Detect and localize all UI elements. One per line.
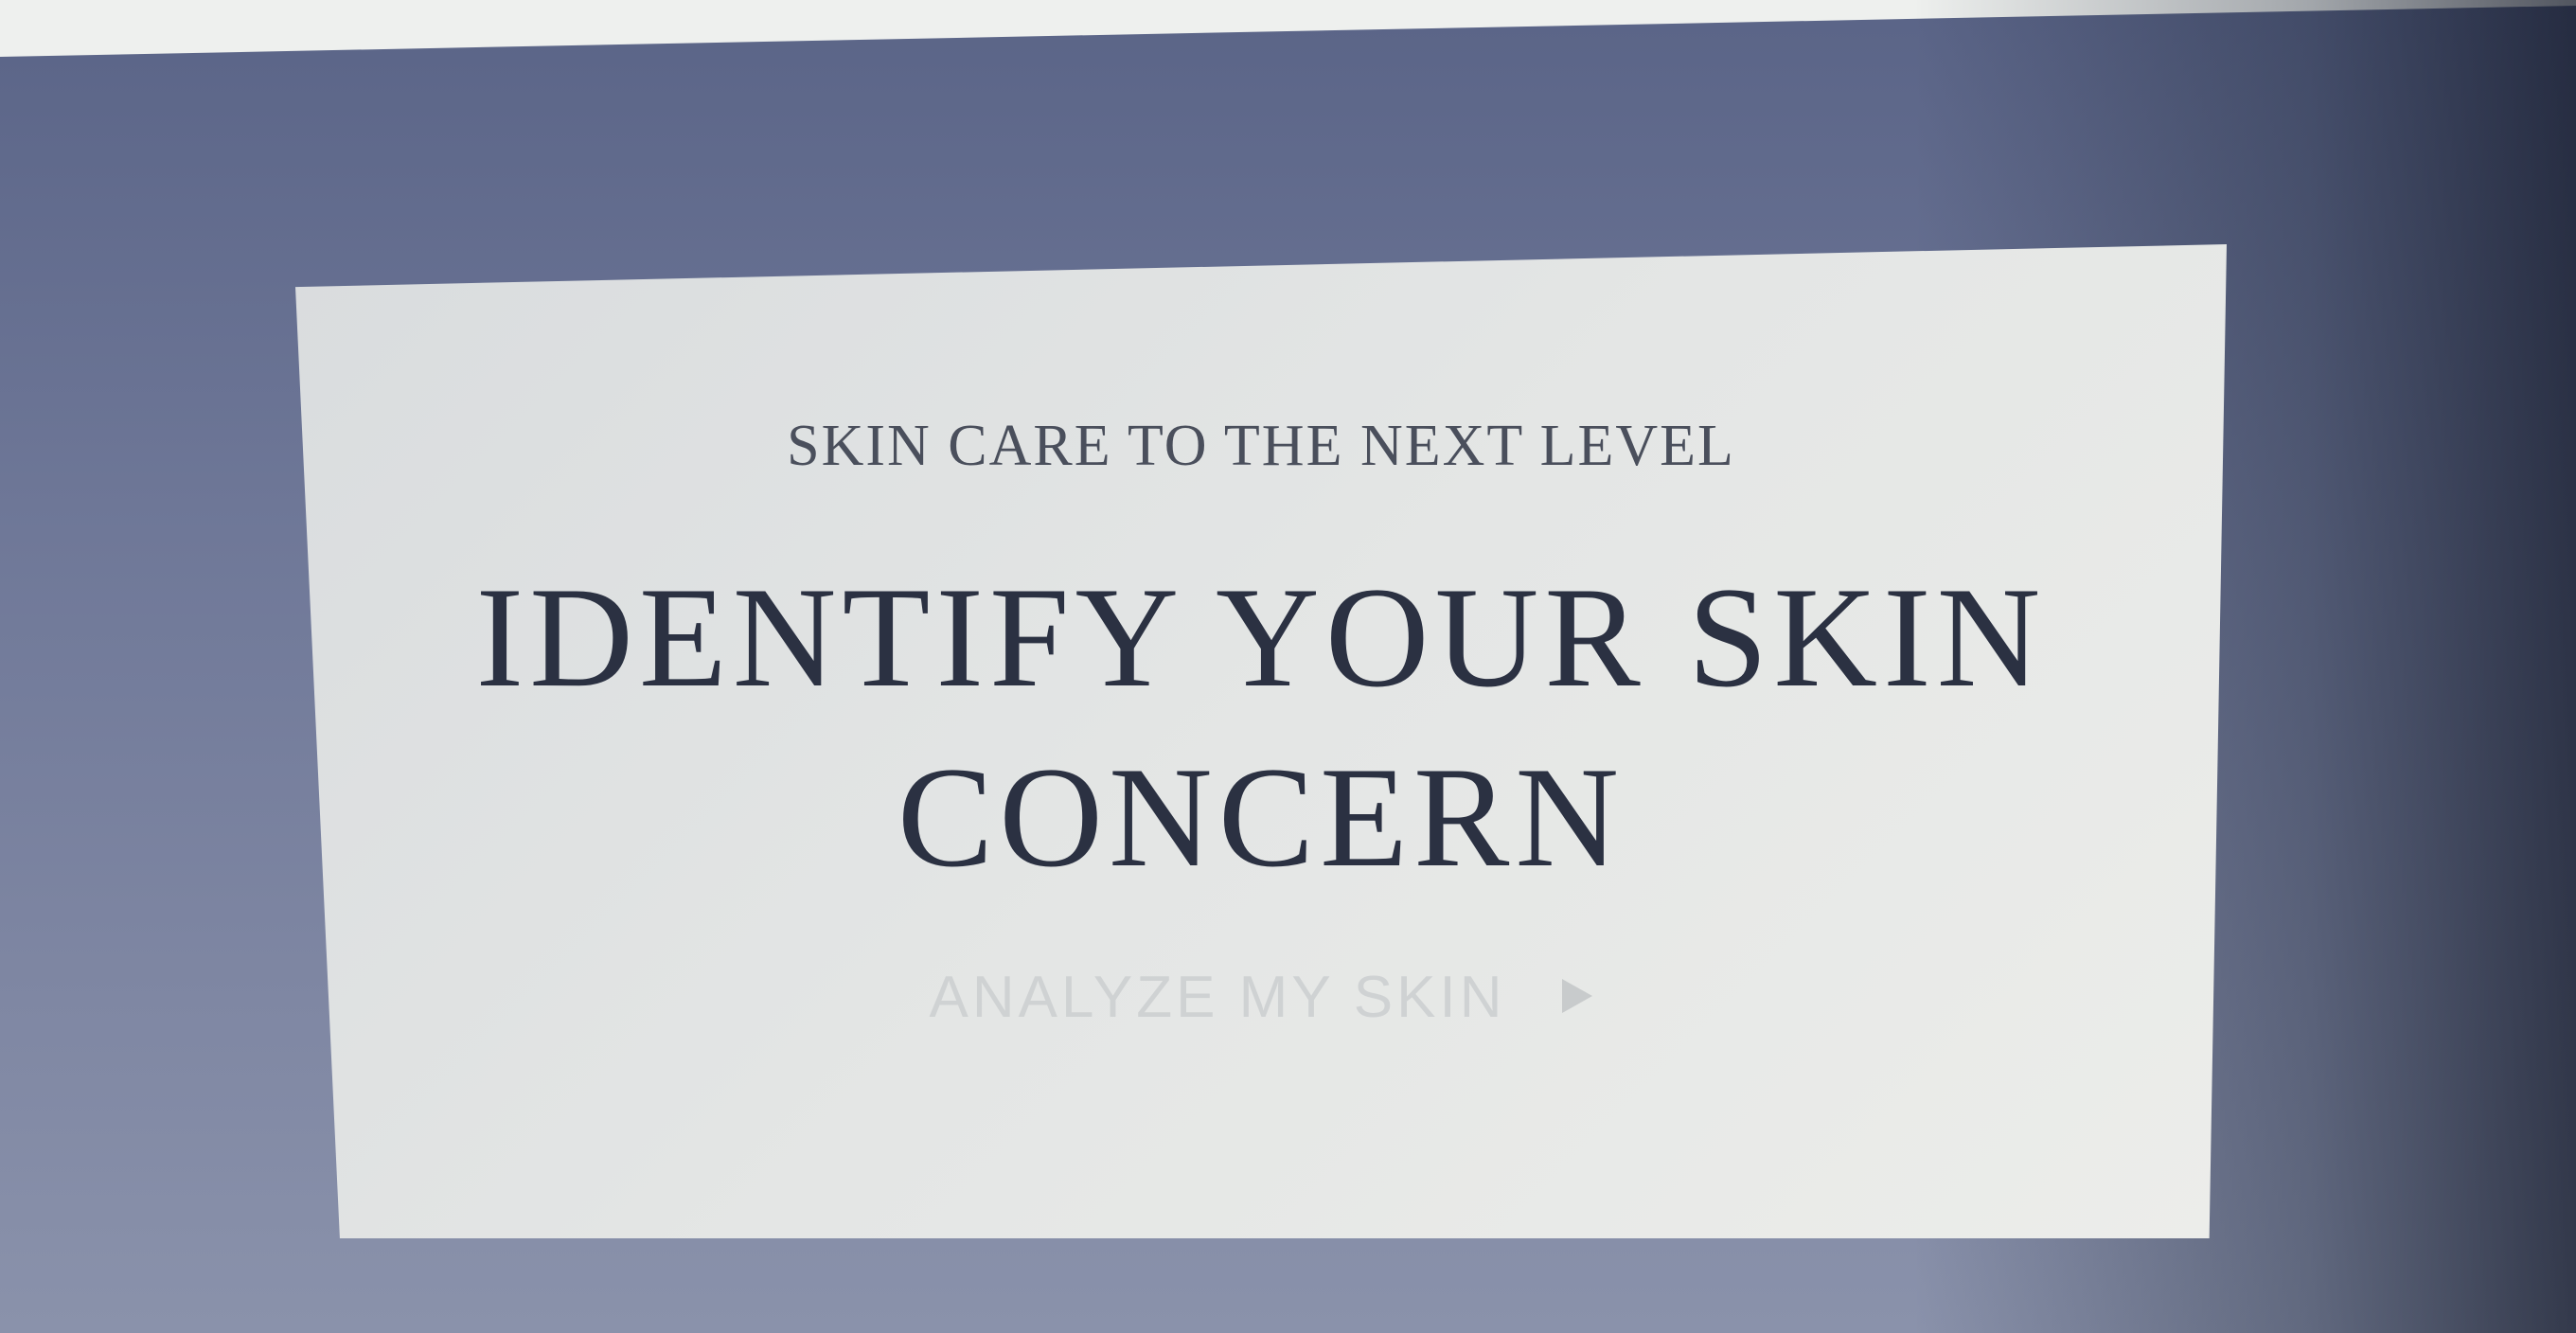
hero-eyebrow: SKIN CARE TO THE NEXT LEVEL bbox=[787, 414, 1735, 478]
hero-headline-line-2: CONCERN bbox=[897, 738, 1626, 897]
hero-headline-line-1: IDENTIFY YOUR SKIN bbox=[475, 558, 2047, 717]
analyze-my-skin-button[interactable]: ANALYZE MY SKIN bbox=[295, 964, 2227, 1031]
hero-headline: IDENTIFY YOUR SKIN CONCERN bbox=[295, 547, 2227, 907]
top-strip bbox=[0, 0, 2576, 57]
hero-banner: SKIN CARE TO THE NEXT LEVEL IDENTIFY YOU… bbox=[295, 244, 2227, 1238]
play-arrow-icon bbox=[1562, 978, 1593, 1013]
analyze-my-skin-label: ANALYZE MY SKIN bbox=[929, 965, 1506, 1030]
